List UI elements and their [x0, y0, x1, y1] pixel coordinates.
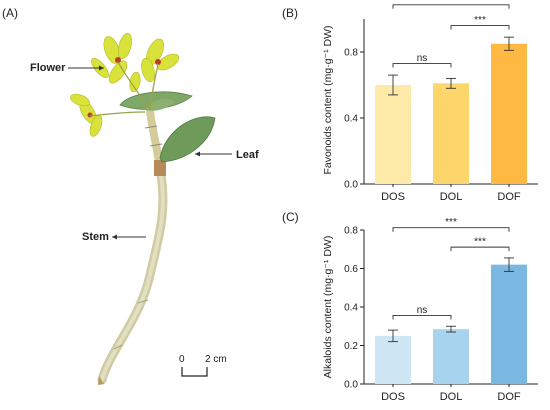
panel-c-x-tick-label-dos: DOS — [381, 391, 405, 403]
leaf-right — [159, 116, 216, 163]
panel-b-y-tick-label: 0.0 — [344, 180, 358, 191]
panel-c-x-tick-label-dol: DOL — [440, 391, 463, 403]
petal — [141, 58, 155, 82]
panel-c-y-tick-label: 0.0 — [344, 380, 358, 391]
leaf-small — [145, 98, 175, 111]
panel-b-significance-label: *** — [474, 15, 486, 26]
panel-c-bar-dof — [491, 264, 527, 384]
panel-b-significance-bracket — [392, 63, 452, 68]
stem-tip — [98, 376, 104, 385]
panel-b-significance-bracket — [450, 25, 510, 30]
panel-c-significance-label: ns — [417, 305, 428, 316]
panel-c-label: (C) — [282, 210, 299, 224]
stem-lower — [97, 165, 168, 385]
panel-b-y-tick-label: 0.4 — [344, 114, 358, 125]
panel-b: (B) Favonoids content (mg·g⁻¹ DW) 0.0 0.4… — [282, 0, 538, 203]
panel-c-y-axis-label: Alkaloids content (mg·g⁻¹ DW) — [322, 236, 334, 379]
panel-a-label: (A) — [2, 6, 18, 20]
leaf-arrowhead — [195, 151, 200, 157]
stem-joint-2 — [149, 143, 163, 147]
panel-c-significance-bracket — [450, 246, 510, 252]
panel-b-y-axis-label: Favonoids content (mg·g⁻¹ DW) — [322, 25, 334, 174]
stem-node — [154, 160, 166, 176]
panel-b-label: (B) — [282, 6, 298, 20]
scale-bar-start: 0 — [179, 354, 185, 365]
panel-c-y-tick-label: 0.4 — [344, 303, 358, 314]
leaf-annotation: Leaf — [236, 149, 259, 161]
panel-c-x-tick-label-dof: DOF — [497, 391, 521, 403]
panel-c-significance-label: *** — [474, 237, 486, 248]
panel-c-significance-bracket — [392, 315, 452, 320]
panel-b-bar-dof — [491, 43, 527, 184]
stem-arrowhead — [112, 234, 117, 240]
flower-center — [115, 57, 121, 63]
panel-c-y-tick-label: 0.8 — [344, 226, 358, 237]
scale-bar-line — [181, 367, 208, 377]
panel-c-significance-bracket — [392, 227, 510, 232]
stem-annotation: Stem — [82, 231, 109, 243]
panel-b-significance-bracket — [392, 4, 510, 9]
panel-b-bar-dos — [375, 85, 411, 184]
panel-b-x-tick-label-dol: DOL — [440, 191, 463, 203]
petal — [108, 60, 128, 84]
panel-c: (C) Alkaloids content (mg·g⁻¹ DW) 0.0 0.2… — [282, 210, 538, 403]
panel-b-x-tick-label-dos: DOS — [381, 191, 405, 203]
stem-joint-3 — [137, 299, 149, 304]
panel-c-plot: 0.0 0.2 0.4 0.6 0.8 DOS DOL DOF ns *** *** — [344, 217, 538, 403]
panel-a: (A) F — [2, 6, 259, 385]
flower-stalks — [89, 61, 159, 117]
panel-b-x-tick-label-dof: DOF — [497, 191, 521, 203]
panel-b-significance-label: ns — [417, 53, 428, 64]
flower-center — [87, 112, 93, 118]
petal — [89, 115, 103, 137]
panel-c-y-tick-label: 0.6 — [344, 264, 358, 275]
scale-bar: 0 2 cm — [179, 354, 227, 377]
panel-c-y-tick-label: 0.2 — [344, 341, 358, 352]
petal — [70, 93, 90, 107]
stem-joint-1 — [144, 125, 158, 129]
flower-arrowhead — [99, 65, 104, 71]
stem-lower-highlight — [100, 168, 165, 382]
panel-c-bar-dos — [375, 335, 411, 384]
flower-annotation: Flower — [30, 62, 66, 74]
flower-cluster — [70, 33, 180, 137]
panel-b-significance-label: ** — [447, 0, 455, 5]
stem-joint-4 — [113, 344, 123, 350]
petal — [117, 33, 133, 59]
panel-b-bar-dol — [433, 83, 469, 184]
scale-bar-end: 2 cm — [205, 354, 227, 365]
panel-b-y-tick-label: 0.8 — [344, 48, 358, 59]
flower-center — [155, 59, 161, 65]
panel-c-bar-dol — [433, 329, 469, 384]
panel-c-significance-label: *** — [445, 217, 457, 228]
